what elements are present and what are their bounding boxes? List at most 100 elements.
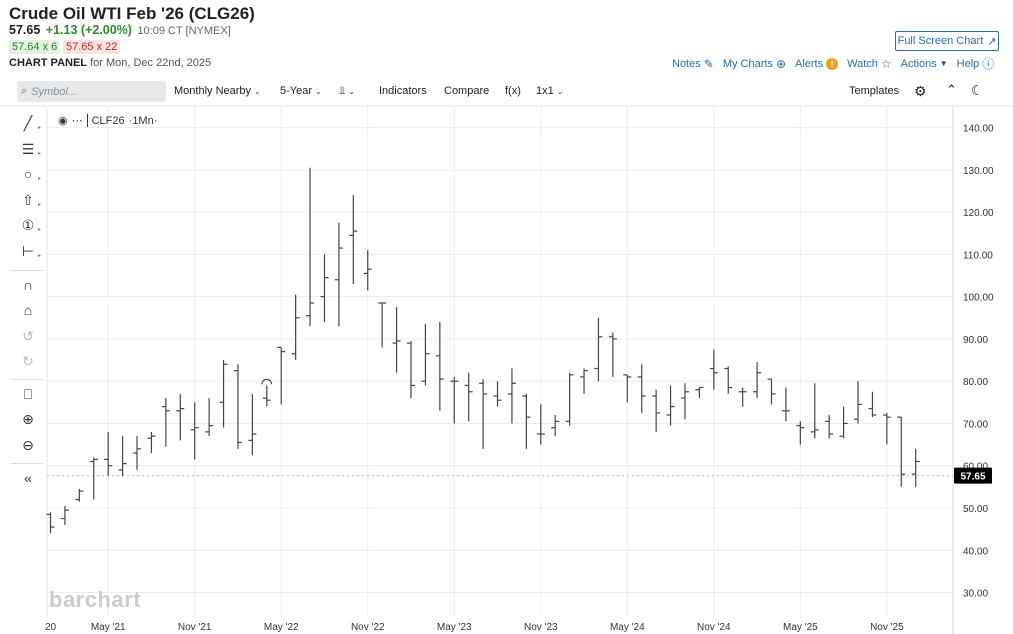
ohlc-bar bbox=[810, 383, 819, 439]
undo-icon[interactable]: ↺ bbox=[22, 327, 34, 344]
full-screen-chart-label: Full Screen Chart bbox=[897, 35, 984, 47]
ohlc-bar bbox=[306, 167, 315, 327]
ohlc-bar bbox=[868, 391, 877, 418]
y-tick-label: 30.00 bbox=[963, 589, 988, 600]
ohlc-bar bbox=[219, 360, 228, 428]
measure-tool-icon[interactable]: ⊢ ▸ bbox=[21, 242, 41, 260]
trash-icon[interactable]: ⎕ bbox=[23, 385, 33, 402]
chart-interval-label: ·1Mn· bbox=[128, 114, 158, 127]
settings-gear-icon[interactable]: ⚙ bbox=[914, 83, 927, 99]
indicators-button[interactable]: Indicators bbox=[379, 85, 427, 97]
ohlc-bar bbox=[565, 372, 574, 426]
ohlc-bar bbox=[882, 412, 891, 445]
chart-grid bbox=[0, 105, 1013, 634]
search-icon: ⌕ bbox=[21, 85, 28, 97]
y-tick-label: 90.00 bbox=[963, 335, 988, 346]
ohlc-bar bbox=[522, 393, 531, 449]
chart-symbol-legend: ◉ ⋯ CLF26·1Mn· bbox=[58, 114, 157, 127]
pencil-icon: ↗ bbox=[987, 35, 997, 48]
shape-tool-icon[interactable]: ○ ▸ bbox=[23, 166, 41, 182]
zoom-out-icon[interactable]: ⊖ bbox=[22, 436, 34, 453]
ohlc-bar bbox=[407, 341, 415, 399]
ohlc-bar bbox=[507, 368, 516, 424]
help-icon: ⓘ bbox=[982, 57, 995, 71]
ohlc-bar bbox=[479, 379, 488, 449]
ohlc-bar bbox=[205, 398, 214, 437]
arrow-tool-icon[interactable]: ⇧ ▸ bbox=[22, 191, 41, 209]
y-tick-label: 80.00 bbox=[963, 377, 988, 388]
fibonacci-tool-icon[interactable]: ☰ ▸ bbox=[21, 140, 41, 158]
ohlc-bar bbox=[781, 387, 790, 422]
chart-interval: 1Mn bbox=[132, 114, 154, 127]
range-dropdown[interactable]: 5-Year ⌄ bbox=[280, 85, 322, 97]
alerts-label: Alerts bbox=[795, 57, 824, 70]
function-button[interactable]: f(x) bbox=[505, 85, 521, 97]
unlock-icon[interactable]: ⌂ bbox=[23, 302, 33, 318]
my-charts-link[interactable]: My Charts ⊕ bbox=[723, 55, 786, 72]
ohlc-bar bbox=[118, 436, 127, 477]
ohlc-bar bbox=[190, 402, 199, 460]
chart-symbol: CLF26 bbox=[91, 114, 125, 127]
symbol-search-input[interactable]: ⌕ Symbol... bbox=[17, 81, 166, 102]
watch-link[interactable]: Watch ☆ bbox=[847, 55, 892, 72]
ohlc-bar bbox=[911, 448, 920, 487]
bid-badge: 57.64 x 6 bbox=[9, 40, 61, 54]
help-link[interactable]: Help ⓘ bbox=[957, 55, 995, 72]
ohlc-bar bbox=[147, 431, 156, 454]
more-options-icon[interactable]: ⋯ bbox=[71, 115, 83, 127]
layout-dropdown[interactable]: 1x1 ⌄ bbox=[536, 85, 563, 97]
dark-mode-moon-icon[interactable]: ☾ bbox=[971, 82, 984, 98]
alert-icon: ! bbox=[826, 57, 839, 70]
ohlc-bar bbox=[421, 324, 430, 386]
notes-link[interactable]: Notes ✎ bbox=[672, 55, 714, 72]
chart-panel-date: for Mon, Dec 22nd, 2025 bbox=[90, 57, 212, 69]
redo-icon[interactable]: ↻ bbox=[22, 352, 34, 369]
ohlc-bar bbox=[652, 389, 661, 432]
ohlc-bar bbox=[75, 488, 84, 502]
collapse-up-icon[interactable]: ⌃ bbox=[946, 82, 957, 97]
actions-menu[interactable]: Actions ▼ bbox=[901, 55, 948, 72]
x-tick-label: May '24 bbox=[610, 622, 645, 633]
ohlc-bar bbox=[320, 254, 329, 323]
ohlc-bar bbox=[89, 457, 98, 500]
ohlc-bar bbox=[349, 195, 358, 284]
x-tick-label: May '22 bbox=[264, 622, 299, 633]
eye-icon[interactable]: ◉ bbox=[58, 115, 68, 127]
ohlc-bar bbox=[680, 383, 689, 420]
ohlc-bars-icon: ⫫ bbox=[339, 85, 346, 97]
y-tick-label: 110.00 bbox=[963, 250, 993, 261]
y-tick-label: 60.00 bbox=[963, 462, 988, 473]
x-tick-label: Nov '24 bbox=[697, 622, 731, 633]
x-tick-label: May '25 bbox=[783, 622, 818, 633]
templates-button[interactable]: Templates bbox=[849, 85, 900, 97]
star-icon: ☆ bbox=[880, 56, 892, 71]
line-tool-icon[interactable]: ╱ ▸ bbox=[23, 114, 41, 132]
ohlc-bar bbox=[161, 398, 170, 447]
last-price: 57.65 bbox=[9, 23, 41, 37]
collapse-sidebar-icon[interactable]: « bbox=[24, 470, 32, 486]
interval-dropdown[interactable]: Monthly Nearby ⌄ bbox=[174, 85, 261, 97]
ohlc-bar bbox=[623, 374, 632, 403]
chart-type-dropdown[interactable]: ⫫ ⌄ bbox=[339, 85, 355, 98]
chevron-down-icon: ⌄ bbox=[315, 86, 322, 96]
chart-actions-bar: Notes ✎ My Charts ⊕ Alerts! Watch ☆ Actions… bbox=[672, 55, 994, 72]
ohlc-bar bbox=[608, 332, 617, 377]
notes-label: Notes bbox=[672, 57, 701, 70]
y-tick-label: 120.00 bbox=[963, 208, 994, 219]
magnet-icon[interactable]: ∩ bbox=[22, 277, 34, 293]
x-tick-label: Nov '23 bbox=[524, 622, 558, 633]
ohlc-bar bbox=[262, 385, 271, 407]
ohlc-bar bbox=[767, 378, 776, 405]
ohlc-bar bbox=[551, 415, 560, 437]
alerts-link[interactable]: Alerts! bbox=[795, 55, 839, 72]
full-screen-chart-button[interactable]: Full Screen Chart ↗ bbox=[895, 31, 999, 51]
y-tick-label: 70.00 bbox=[963, 419, 988, 430]
annotation-tool-icon[interactable]: ① ▸ bbox=[21, 216, 41, 234]
chart-panel-label: CHART PANEL for Mon, Dec 22nd, 2025 bbox=[9, 57, 211, 69]
compare-button[interactable]: Compare bbox=[444, 85, 490, 97]
chart-panel-title: CHART PANEL bbox=[9, 57, 88, 69]
drawing-tools-sidebar: ╱ ▸ ☰ ▸ ○ ▸ ⇧ ▸ ① ▸ ⊢ ▸ ∩ ⌂ ↺ ↻ ⎕ ⊕ ⊖ « bbox=[0, 107, 47, 634]
zoom-in-icon[interactable]: ⊕ bbox=[22, 410, 34, 427]
ohlc-bar bbox=[277, 346, 286, 405]
